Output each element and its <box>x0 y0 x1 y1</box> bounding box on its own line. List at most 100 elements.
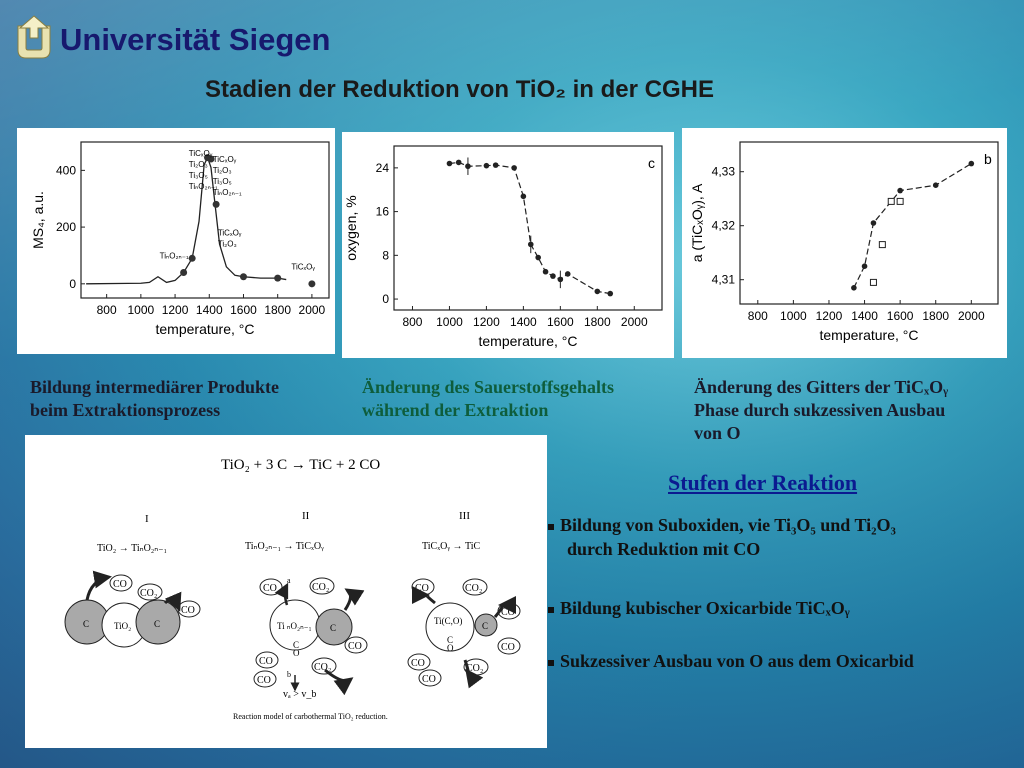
plot-frame <box>393 145 663 311</box>
phase-annotation: TiCₓOᵧ <box>189 149 213 158</box>
co-molecule: CO <box>259 656 273 667</box>
x-tick-label: 1800 <box>922 309 949 323</box>
x-tick-label: 2000 <box>958 309 985 323</box>
list-item: Bildung von Suboxiden, vie Ti₃O₅ und Ti₂… <box>548 513 896 561</box>
co-molecule: CO <box>263 583 277 594</box>
path-label: b <box>287 670 291 679</box>
data-point <box>932 182 939 188</box>
data-point <box>897 187 903 194</box>
data-point <box>542 268 549 275</box>
data-point <box>594 288 601 295</box>
co-molecule: CO <box>422 674 436 685</box>
co-molecule: CO <box>501 642 515 653</box>
data-point <box>483 162 490 169</box>
list-item-text: Bildung von Suboxiden, vie Ti₃O₅ und Ti₂… <box>560 515 896 535</box>
co2-molecule: CO₂ <box>140 588 157 599</box>
x-tick-label: 1800 <box>264 303 291 317</box>
plot-frame <box>80 141 330 299</box>
co-molecule: CO <box>181 605 195 616</box>
x-axis-label: temperature, °C <box>479 333 578 349</box>
y-tick-label: 0 <box>69 277 76 291</box>
reaction-step-3: TiCₓOᵧ → TiC <box>422 541 481 552</box>
list-item-text: Bildung kubischer Oxicarbide TiCₓOᵧ <box>560 598 850 618</box>
ticoi-particle <box>425 602 475 652</box>
co-molecule: CO <box>257 675 271 686</box>
bullet-icon <box>548 523 554 530</box>
university-logo-icon <box>17 15 51 59</box>
particle-label: TiO₂ <box>114 621 131 631</box>
x-tick-label: 1600 <box>547 315 574 329</box>
particle-label: C <box>482 621 488 631</box>
data-point <box>274 274 282 282</box>
list-item: Bildung kubischer Oxicarbide TiCₓOᵧ <box>548 596 850 620</box>
data-point <box>492 162 499 168</box>
data-point <box>446 160 453 167</box>
co-molecule: CO <box>415 583 429 594</box>
data-point <box>520 193 527 200</box>
co-molecule: CO <box>411 658 425 669</box>
university-name: Universität Siegen <box>60 22 331 57</box>
x-tick-label: 1200 <box>816 309 843 323</box>
particle-label: Ti(C,O) <box>434 616 462 626</box>
x-tick-label: 1600 <box>230 303 257 317</box>
data-point <box>861 263 868 269</box>
slide-title: Stadien der Reduktion von TiO₂ in der CG… <box>205 76 714 103</box>
phase-annotation: TiCₓOᵧ <box>213 155 237 164</box>
y-tick-label: 0 <box>382 292 389 306</box>
phase-annotation: TiₙO₂ₙ₋₁ <box>160 251 189 260</box>
data-point <box>212 200 220 208</box>
x-tick-label: 1400 <box>196 303 223 317</box>
x-tick-label: 1600 <box>887 309 914 323</box>
panel-label: c <box>648 155 655 171</box>
co2-molecule: CO₂ <box>466 663 483 674</box>
data-point <box>180 268 188 276</box>
x-tick-label: 2000 <box>621 315 648 329</box>
caption-intermediate-products: Bildung intermediärer Produkte beim Extr… <box>30 376 279 422</box>
reaction-model-diagram: TiO₂ + 3 C → TiC + 2 CO I II III TiO₂ → … <box>25 435 547 748</box>
particle-label: C <box>83 619 89 629</box>
y-tick-label: 8 <box>382 248 389 262</box>
stage-1-model: C TiO₂ C CO CO₂ CO <box>64 570 201 648</box>
co-molecule: CO <box>348 641 362 652</box>
data-point-open <box>878 241 886 249</box>
reaction-equation: TiO₂ + 3 C → TiC + 2 CO <box>221 457 380 473</box>
atom-label: O <box>447 643 454 653</box>
data-point-open <box>887 197 895 205</box>
atom-label: C <box>447 635 453 645</box>
caption-line: während der Extraktion <box>362 400 549 420</box>
data-point <box>207 155 215 163</box>
caption-line: Phase durch sukzessiven Ausbau <box>694 400 946 420</box>
y-tick-label: 24 <box>376 161 390 175</box>
stage-label-2: II <box>302 510 310 522</box>
particle-label: Ti ₙO₂ₙ₋₁ <box>277 621 312 631</box>
y-axis-label: MS₄, a.u. <box>30 191 46 249</box>
bullet-icon <box>548 606 554 613</box>
x-tick-label: 800 <box>97 303 117 317</box>
data-point <box>535 254 541 261</box>
co2-molecule: CO₂ <box>312 582 329 593</box>
phase-annotation: TiₙO₂ₙ₋₁ <box>213 188 242 197</box>
atom-label: C <box>293 640 299 650</box>
data-point <box>607 290 614 297</box>
stage-2-model: Ti ₙO₂ₙ₋₁ C CO CO₂ CO CO CO₂ CO C O a b … <box>253 576 368 700</box>
data-point <box>968 160 975 167</box>
bullet-icon <box>548 659 554 666</box>
stage-label-3: III <box>459 510 470 522</box>
co2-molecule: CO₂ <box>314 662 331 673</box>
y-tick-label: 200 <box>56 220 76 234</box>
phase-annotation: Ti₃O₅ <box>213 177 232 186</box>
phase-annotation: Ti₃O₅ <box>189 171 208 180</box>
phase-annotation: TiCₓOᵧ <box>291 263 315 272</box>
caption-line: von O <box>694 423 741 443</box>
x-tick-label: 2000 <box>299 303 326 317</box>
y-axis-label: a (TiCₓOᵧ), A <box>689 183 705 262</box>
co2-molecule: CO₂ <box>465 583 482 594</box>
diagram-caption: Reaction model of carbothermal TiO₂ redu… <box>233 712 388 721</box>
x-tick-label: 1000 <box>780 309 807 323</box>
x-tick-label: 800 <box>748 309 768 323</box>
co-molecule: CO <box>501 607 515 618</box>
data-point <box>511 165 517 171</box>
y-tick-label: 400 <box>56 163 76 177</box>
caption-lattice-change: Änderung des Gitters der TiCₓOᵧ Phase du… <box>694 376 948 445</box>
carbon-particle <box>315 608 353 646</box>
